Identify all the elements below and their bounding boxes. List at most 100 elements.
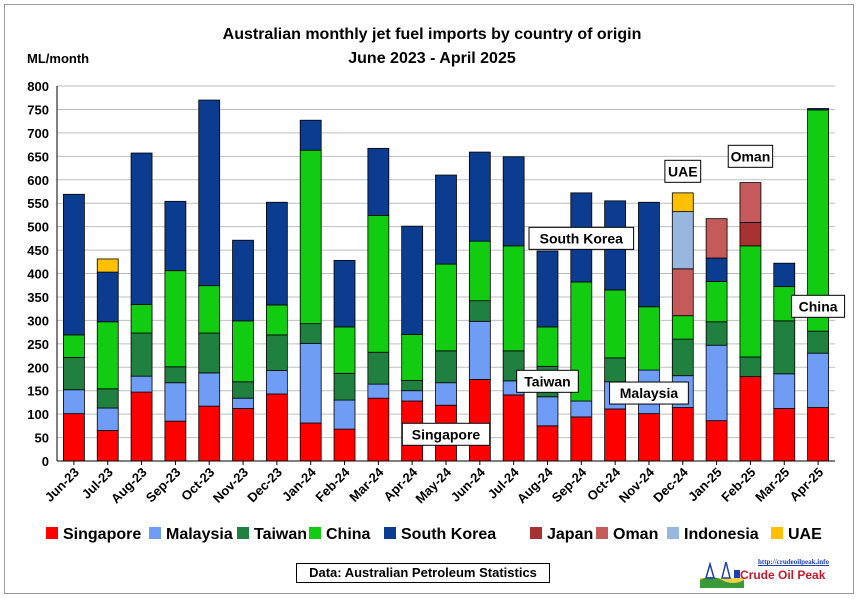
- bar-segment-singapore: [807, 407, 829, 462]
- legend-swatch: [667, 527, 679, 539]
- annotation-label: UAE: [668, 163, 698, 179]
- x-tick-label: Dec-23: [244, 465, 285, 506]
- bar-segment-uae: [96, 258, 119, 273]
- y-tick-label: 350: [27, 290, 49, 305]
- bar-segment-oman: [739, 182, 762, 223]
- chart-title: Australian monthly jet fuel imports by c…: [223, 26, 642, 43]
- bar-segment-south-korea: [63, 193, 85, 336]
- annotation-label: Malaysia: [620, 385, 679, 401]
- bar-segment-taiwan: [63, 357, 85, 391]
- legend-label: China: [326, 526, 371, 543]
- y-tick-label: 750: [27, 102, 49, 117]
- y-tick-label: 250: [27, 337, 49, 352]
- legend-swatch: [237, 527, 249, 539]
- bar-segment-china: [536, 326, 559, 367]
- annotation-box: [791, 294, 846, 318]
- bar-segment-japan: [739, 222, 762, 247]
- bar-segment-malaysia: [367, 383, 390, 399]
- x-tick-label: Mar-25: [752, 465, 792, 505]
- bar-segment-china: [96, 321, 119, 390]
- annotation-label: Taiwan: [524, 373, 570, 389]
- bar-segment-malaysia: [130, 375, 153, 393]
- bar-segment-south-korea: [198, 99, 221, 287]
- bar-segment-taiwan: [705, 321, 728, 346]
- x-tick-label: Jun-23: [42, 465, 82, 505]
- bar-segment-singapore: [130, 391, 153, 462]
- y-tick-label: 500: [27, 220, 49, 235]
- bar-segment-singapore: [198, 405, 221, 462]
- bar-segment-south-korea: [705, 257, 728, 282]
- bar-segment-malaysia: [435, 382, 457, 406]
- bar-segment-taiwan: [299, 323, 322, 344]
- bar-segment-china: [604, 289, 627, 359]
- annotation-box: [516, 369, 579, 393]
- legend-label: Indonesia: [684, 526, 759, 543]
- crude-oil-peak-logo[interactable]: http://crudeoilpeak.info Crude Oil Peak: [700, 558, 850, 592]
- logo-url[interactable]: http://crudeoilpeak.info: [758, 558, 829, 566]
- bar-segment-malaysia: [536, 396, 559, 427]
- x-tick-label: Jan-25: [685, 465, 725, 505]
- y-tick-label: 200: [27, 360, 49, 375]
- bar-segment-china: [367, 214, 390, 353]
- bar-segment-south-korea: [265, 201, 288, 306]
- bar-segment-singapore: [367, 397, 390, 462]
- bar-segment-south-korea: [773, 262, 796, 288]
- x-tick-label: Apr-25: [786, 465, 826, 505]
- y-tick-label: 300: [27, 313, 49, 328]
- annotation-box: [609, 381, 689, 405]
- x-tick-label: Mar-24: [346, 464, 387, 505]
- legend-swatch: [149, 527, 161, 539]
- bar-segment-china: [671, 315, 694, 340]
- bar-segment-taiwan: [468, 300, 491, 322]
- bar-segment-china: [502, 245, 525, 352]
- bar-segment-taiwan: [333, 372, 356, 401]
- bar-segment-south-korea: [536, 250, 559, 328]
- x-tick-label: Jun-24: [448, 464, 489, 505]
- bar-segment-china: [164, 270, 187, 368]
- y-axis-label: ML/month: [27, 51, 89, 66]
- y-tick-label: 50: [35, 431, 49, 446]
- bar-segment-china: [232, 320, 254, 383]
- legend-swatch: [384, 527, 396, 539]
- bar-segment-singapore: [502, 394, 525, 462]
- annotation-box: [664, 159, 702, 183]
- bar-segment-singapore: [671, 407, 694, 462]
- y-tick-label: 650: [27, 149, 49, 164]
- annotation-label: Singapore: [412, 426, 481, 442]
- bar-segment-taiwan: [198, 332, 221, 374]
- bar-segment-oman: [671, 268, 694, 317]
- bar-segment-taiwan: [807, 330, 829, 354]
- bar-segment-singapore: [164, 420, 187, 462]
- bar-segment-indonesia: [671, 211, 694, 270]
- bar-segment-singapore: [705, 420, 728, 462]
- bar-segment-south-korea: [401, 225, 424, 335]
- bar-segment-uae: [671, 192, 694, 213]
- x-tick-label: Sep-23: [143, 465, 184, 506]
- legend-label: UAE: [788, 526, 822, 543]
- bar-segment-taiwan: [130, 332, 153, 377]
- bar-segment-south-korea: [333, 259, 356, 328]
- legend-swatch: [309, 527, 321, 539]
- legend-swatch: [596, 527, 608, 539]
- bar-segment-malaysia: [807, 352, 829, 408]
- bar-segment-south-korea: [130, 152, 153, 305]
- bar-segment-singapore: [773, 408, 796, 462]
- bar-segment-malaysia: [468, 320, 491, 380]
- bar-segment-china: [401, 334, 424, 381]
- bar-segment-china: [333, 326, 356, 374]
- x-tick-label: Dec-24: [650, 464, 691, 505]
- bar-segment-china: [638, 306, 660, 371]
- annotation-label: Oman: [731, 148, 771, 164]
- bar-segment-china: [130, 304, 153, 334]
- bar-segment-malaysia: [773, 373, 796, 409]
- bar-segment-china: [739, 245, 762, 358]
- bar-segment-malaysia: [232, 397, 254, 409]
- bar-segment-singapore: [333, 428, 356, 462]
- bar-segment-singapore: [96, 430, 119, 462]
- bar-segment-taiwan: [435, 350, 457, 384]
- bar-segment-malaysia: [96, 407, 119, 431]
- bar-segment-singapore: [468, 379, 491, 462]
- bar-segment-south-korea: [232, 239, 254, 322]
- bar-segment-south-korea: [299, 119, 322, 151]
